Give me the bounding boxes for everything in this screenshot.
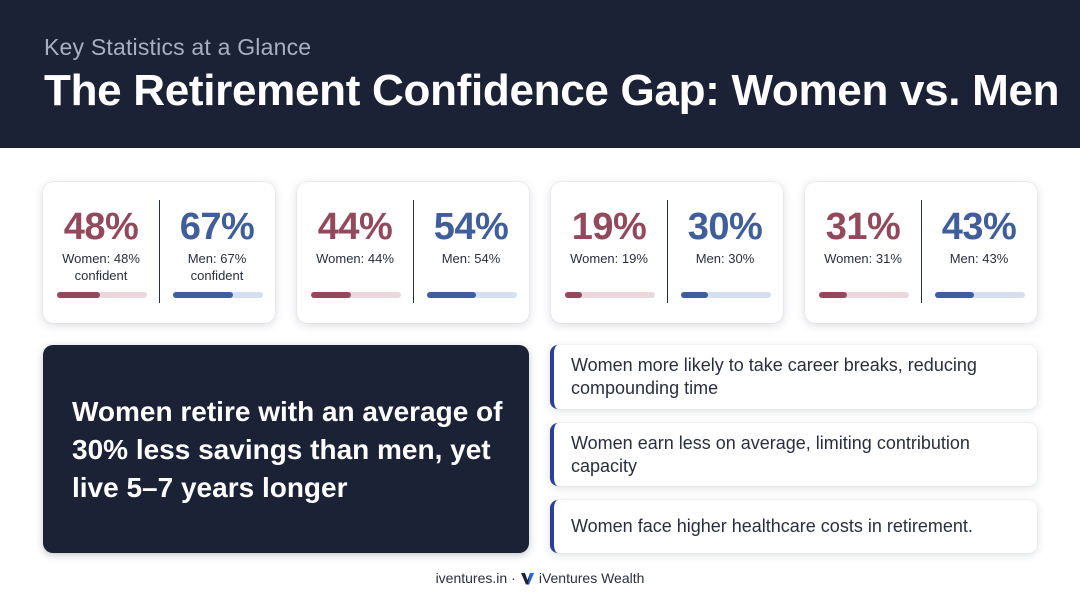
women-percent: 19% <box>571 206 647 248</box>
fact-text: Women face higher healthcare costs in re… <box>571 516 973 536</box>
women-progress-fill <box>565 292 583 298</box>
women-progress-track <box>311 292 401 298</box>
men-label: Men: 30% <box>695 251 755 266</box>
women-percent: 44% <box>317 206 393 248</box>
women-progress-fill <box>57 292 101 298</box>
women-progress-fill <box>819 292 847 298</box>
men-percent: 30% <box>687 206 763 248</box>
women-label: Women: 19% <box>570 251 648 266</box>
men-progress-track <box>173 292 263 298</box>
men-percent: 54% <box>433 206 509 248</box>
fact-card-2: Women earn less on average, limiting con… <box>550 423 1037 486</box>
card-divider <box>921 200 922 303</box>
men-progress-track <box>427 292 517 298</box>
footer-separator: · <box>511 570 516 586</box>
footer-site-link[interactable]: iventures.in <box>435 570 508 586</box>
fact-card-1: Women more likely to take career breaks,… <box>550 345 1037 409</box>
fact-text: Women more likely to take career breaks,… <box>571 355 977 398</box>
men-percent: 67% <box>179 206 255 248</box>
men-progress-fill <box>173 292 234 298</box>
stat-card-3: 19% Women: 19% 30% Men: 30% <box>551 182 783 323</box>
highlight-box: Women retire with an average of 30% less… <box>43 345 529 553</box>
fact-text: Women earn less on average, limiting con… <box>571 433 970 476</box>
stat-card-1: 48% Women: 48% confident 67% Men: 67% co… <box>43 182 275 323</box>
women-progress-fill <box>311 292 351 298</box>
women-progress-track <box>819 292 909 298</box>
fact-card-3: Women face higher healthcare costs in re… <box>550 500 1037 553</box>
men-progress-fill <box>427 292 476 298</box>
header-banner: Key Statistics at a Glance The Retiremen… <box>0 0 1080 148</box>
highlight-text: Women retire with an average of 30% less… <box>72 396 503 503</box>
page-title: The Retirement Confidence Gap: Women vs.… <box>44 66 1060 115</box>
women-label: Women: 48% confident <box>62 251 140 283</box>
men-stat: 43% Men: 43% <box>921 182 1037 323</box>
stat-card-2: 44% Women: 44% 54% Men: 54% <box>297 182 529 323</box>
men-stat: 30% Men: 30% <box>667 182 783 323</box>
men-label: Men: 43% <box>949 251 1009 266</box>
header-kicker: Key Statistics at a Glance <box>44 34 312 60</box>
footer-brand: iVentures Wealth <box>538 570 645 586</box>
v-logo-icon <box>520 571 535 589</box>
women-label: Women: 31% <box>824 251 902 266</box>
men-stat: 67% Men: 67% confident <box>159 182 275 323</box>
card-divider <box>159 200 160 303</box>
men-label: Men: 54% <box>441 251 501 266</box>
women-stat: 44% Women: 44% <box>297 182 413 323</box>
women-label: Women: 44% <box>316 251 394 266</box>
men-progress-fill <box>935 292 974 298</box>
men-stat: 54% Men: 54% <box>413 182 529 323</box>
women-progress-track <box>57 292 147 298</box>
women-progress-track <box>565 292 655 298</box>
men-label: Men: 67% confident <box>187 251 247 283</box>
card-divider <box>413 200 414 303</box>
women-percent: 31% <box>825 206 901 248</box>
card-divider <box>667 200 668 303</box>
women-percent: 48% <box>63 206 139 248</box>
footer: iventures.in · iVentures Wealth <box>0 570 1080 589</box>
stat-card-4: 31% Women: 31% 43% Men: 43% <box>805 182 1037 323</box>
men-progress-track <box>681 292 771 298</box>
women-stat: 31% Women: 31% <box>805 182 921 323</box>
men-percent: 43% <box>941 206 1017 248</box>
men-progress-track <box>935 292 1025 298</box>
women-stat: 48% Women: 48% confident <box>43 182 159 323</box>
women-stat: 19% Women: 19% <box>551 182 667 323</box>
men-progress-fill <box>681 292 708 298</box>
